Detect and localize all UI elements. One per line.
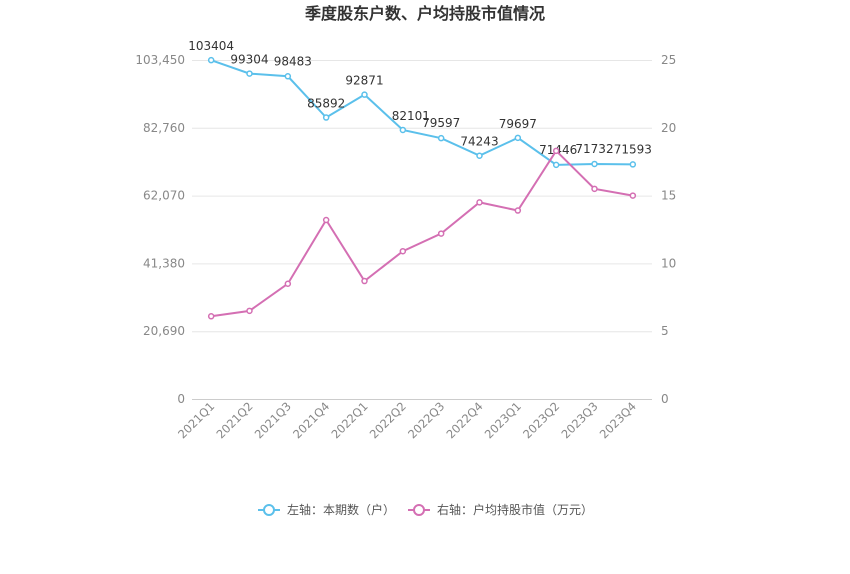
data-point[interactable] xyxy=(629,161,637,168)
left-tick-label: 103,450 xyxy=(135,53,185,67)
left-tick-label: 41,380 xyxy=(143,256,185,270)
grid xyxy=(192,60,652,333)
data-point[interactable] xyxy=(552,161,560,169)
data-point[interactable] xyxy=(476,152,483,159)
data-label: 71732 xyxy=(575,142,613,156)
data-label: 99304 xyxy=(230,53,268,67)
series-line-left xyxy=(210,59,633,166)
right-tick-label: 10 xyxy=(661,256,676,270)
right-tick-label: 0 xyxy=(661,392,669,406)
left-tick-label: 0 xyxy=(177,392,185,406)
right-tick-label: 5 xyxy=(661,324,669,338)
x-tick-label: 2023Q3 xyxy=(558,399,600,441)
x-tick-label: 2021Q3 xyxy=(252,399,294,441)
data-label: 74243 xyxy=(460,135,498,149)
x-tick-label: 2021Q2 xyxy=(213,399,255,441)
right-tick-label: 20 xyxy=(661,121,676,135)
left-tick-label: 82,760 xyxy=(143,121,185,135)
data-point[interactable] xyxy=(361,91,368,98)
left-axis-ticks: 0 20,690 41,380 62,070 82,760 103,450 xyxy=(135,53,185,406)
data-point[interactable] xyxy=(361,277,368,285)
right-axis-ticks: 0 5 10 15 20 25 xyxy=(661,53,676,406)
legend-label[interactable]: 右轴：户均持股市值（万元） xyxy=(437,502,593,517)
x-tick-label: 2022Q3 xyxy=(405,399,447,441)
data-point[interactable] xyxy=(514,207,522,214)
data-point[interactable] xyxy=(399,247,407,255)
x-tick-label: 2022Q4 xyxy=(443,399,485,441)
data-label: 85892 xyxy=(307,97,345,111)
legend[interactable]: 左轴：本期数（户） 右轴：户均持股市值（万元） xyxy=(258,502,593,517)
data-point[interactable] xyxy=(399,126,407,134)
data-point[interactable] xyxy=(437,230,445,237)
data-label: 79597 xyxy=(422,116,460,130)
data-point[interactable] xyxy=(284,73,292,80)
data-point[interactable] xyxy=(591,160,598,168)
data-point[interactable] xyxy=(284,280,292,287)
x-tick-label: 2023Q4 xyxy=(597,399,639,441)
data-label: 82101 xyxy=(392,109,430,123)
legend-swatch-marker xyxy=(413,504,425,516)
left-tick-label: 20,690 xyxy=(143,324,185,338)
legend-label[interactable]: 左轴：本期数（户） xyxy=(287,502,395,517)
x-tick-label: 2023Q1 xyxy=(482,399,524,441)
data-point[interactable] xyxy=(591,185,598,193)
data-point[interactable] xyxy=(514,134,522,142)
data-point[interactable] xyxy=(552,147,560,155)
chart-title: 季度股东户数、户均持股市值情况 xyxy=(304,4,545,23)
data-point[interactable] xyxy=(246,307,253,315)
right-tick-label: 25 xyxy=(661,53,676,67)
data-label: 92871 xyxy=(345,74,383,88)
data-point[interactable] xyxy=(246,70,253,77)
x-tick-label: 2022Q2 xyxy=(367,399,409,441)
data-label: 71593 xyxy=(614,142,652,156)
data-label: 103404 xyxy=(188,39,234,53)
right-tick-label: 15 xyxy=(661,189,676,203)
data-point[interactable] xyxy=(437,134,445,142)
series-line-right xyxy=(211,149,634,318)
left-tick-label: 62,070 xyxy=(143,189,185,203)
data-point[interactable] xyxy=(629,192,637,199)
data-point[interactable] xyxy=(476,199,483,206)
data-point[interactable] xyxy=(322,114,330,121)
x-tick-label: 2021Q4 xyxy=(290,399,332,441)
data-point[interactable] xyxy=(207,56,215,64)
data-label: 79697 xyxy=(499,117,537,131)
x-axis-ticks: 2021Q12021Q22021Q32021Q42022Q12022Q22022… xyxy=(175,399,639,441)
data-point[interactable] xyxy=(322,216,330,224)
x-tick-label: 2022Q1 xyxy=(328,399,370,441)
x-tick-label: 2023Q2 xyxy=(520,399,562,441)
data-point[interactable] xyxy=(207,313,215,320)
legend-swatch-marker xyxy=(263,504,275,516)
data-label: 98483 xyxy=(274,54,312,68)
